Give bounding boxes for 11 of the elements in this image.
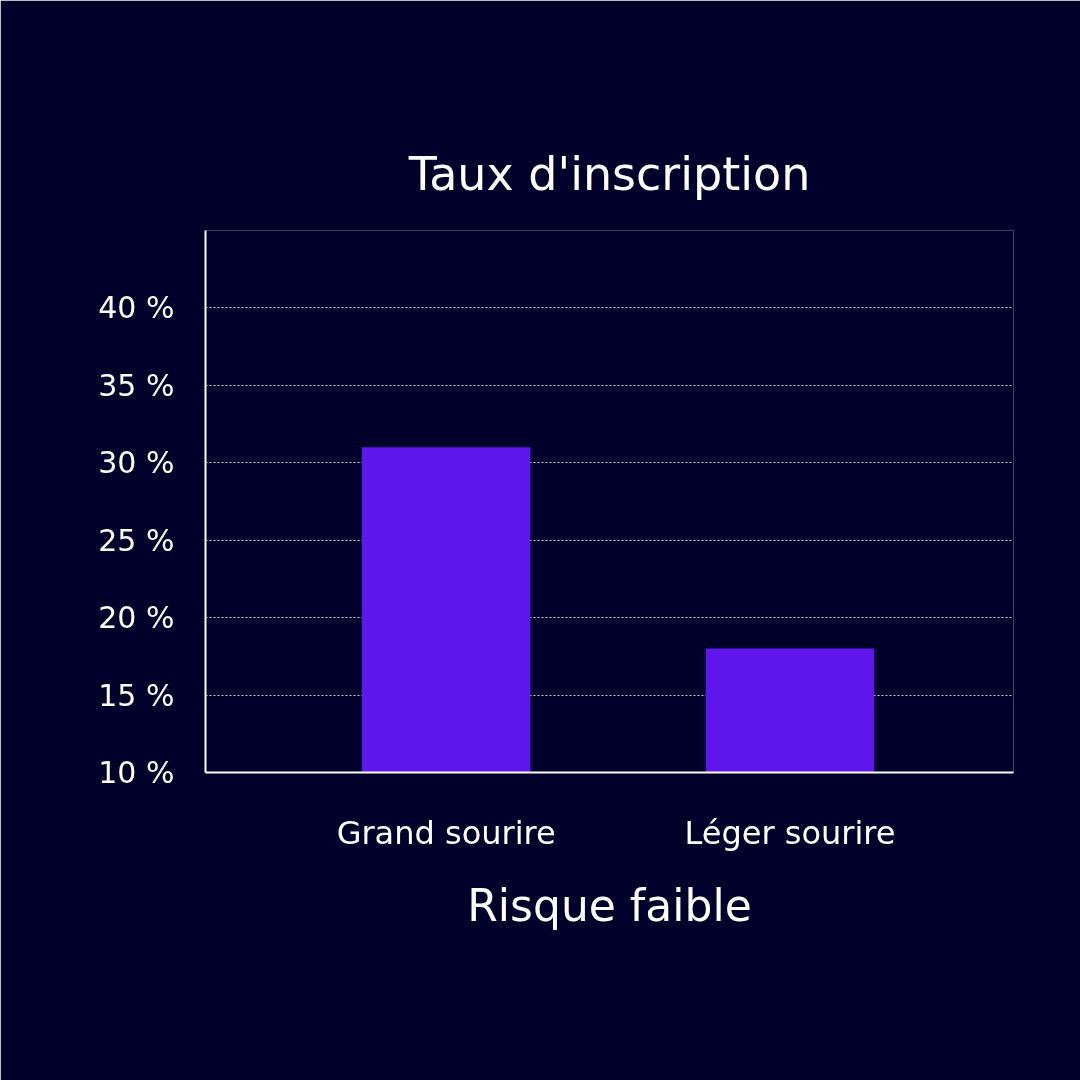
x-tick-label: Grand sourire bbox=[336, 813, 556, 852]
y-tick-label: 15 % bbox=[98, 677, 175, 713]
chart-title: Taux d'inscription bbox=[407, 146, 811, 201]
y-tick-label: 35 % bbox=[98, 367, 175, 403]
y-tick-label: 25 % bbox=[98, 522, 175, 558]
y-tick-label: 40 % bbox=[98, 290, 175, 326]
y-tick-label: 10 % bbox=[98, 755, 175, 790]
y-tick-label: 20 % bbox=[98, 600, 175, 636]
x-tick-label: Léger sourire bbox=[684, 813, 896, 852]
x-axis-title: Risque faible bbox=[467, 879, 752, 931]
y-tick-label: 30 % bbox=[98, 445, 175, 481]
